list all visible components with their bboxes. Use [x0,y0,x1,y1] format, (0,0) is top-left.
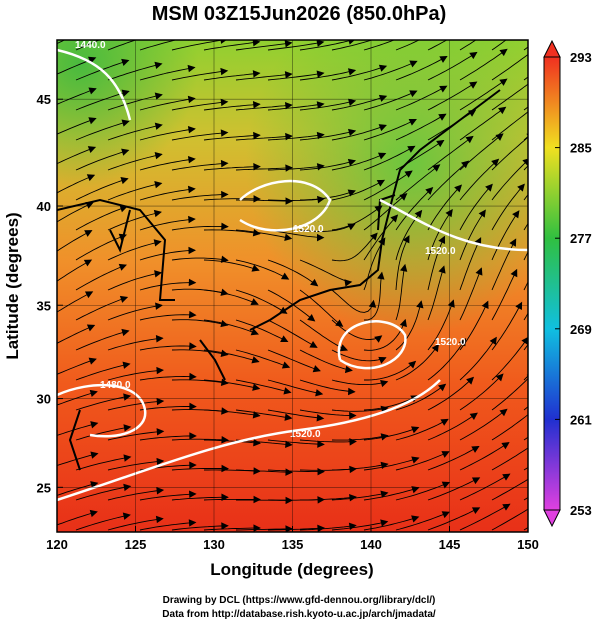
streamline-arrow [594,404,599,412]
streamline-arrow [579,270,587,278]
contour-label: 1480.0 [100,380,131,391]
colorbar: 253 261 269 277 285 293 [544,41,592,526]
contour-label: 1520.0 [425,246,456,257]
contour-label: 1520.0 [290,429,321,440]
streamline-arrow [530,103,538,111]
streamline-arrow [562,74,570,82]
streamline-arrow [588,157,596,165]
streamline-arrow [562,404,570,412]
streamline-arrow [188,33,195,40]
y-tick-label: 30 [37,392,51,407]
streamline-arrow [531,45,539,53]
streamline-arrow [534,499,542,507]
colorbar-tick-label: 293 [570,50,592,65]
colorbar-extend [544,510,560,526]
colorbar-tick-label: 253 [570,503,592,518]
streamline-arrow [530,14,538,22]
streamline-arrow [594,74,599,82]
colorbar-tick-label: 285 [570,141,592,156]
streamline-arrow [531,405,539,413]
streamline-arrow [121,26,129,34]
streamline [556,373,598,410]
contour-label: 1520.0 [293,224,324,235]
x-tick-label: 145 [439,537,461,552]
y-tick-label: 35 [37,298,51,313]
colorbar-tick-label: 269 [570,322,592,337]
streamline-arrow [561,13,569,21]
streamline-arrow [584,184,592,192]
y-axis-label: Latitude (degrees) [3,212,22,359]
y-tick-label: 45 [37,92,51,107]
streamline [556,15,599,50]
colorbar-tick-label: 277 [570,231,592,246]
map-field: 1440.0 1520.0 1520.0 1480.0 1520.0 1520.0 [44,13,599,532]
x-tick-label: 140 [360,537,382,552]
streamline [556,159,594,200]
streamline-arrow [591,370,599,378]
streamline-arrow [533,438,541,446]
streamline-arrow [580,211,588,219]
streamline [556,470,599,500]
contour-label: 1520.0 [435,337,466,348]
streamline-arrow [469,19,477,27]
streamline-arrow [594,44,599,52]
x-tick-label: 125 [125,537,147,552]
colorbar-tick-label: 261 [570,412,592,427]
streamline-arrow [154,29,161,36]
streamline-arrow [410,28,418,36]
x-tick-label: 135 [282,537,304,552]
streamline-arrow [564,436,572,444]
footer-line: Data from http://database.rish.kyoto-u.a… [162,609,436,620]
streamline-arrow [379,32,387,40]
streamline [556,439,599,470]
colorbar-extend [544,41,560,57]
x-axis-label: Longitude (degrees) [210,560,373,579]
streamline [556,338,593,380]
y-tick-label: 40 [37,199,51,214]
title: MSM 03Z15Jun2026 (850.0hPa) [152,3,447,25]
contour-label: 1440.0 [75,40,106,51]
colorbar-body [544,57,560,510]
streamline-arrow [593,13,599,21]
streamline-arrow [587,336,595,344]
y-tick-label: 25 [37,480,51,495]
streamline-arrow [583,303,591,311]
streamline-arrow [531,75,539,83]
streamline [556,105,599,140]
x-tick-label: 150 [517,537,539,552]
streamline-arrow [561,103,569,111]
streamline [556,186,590,230]
streamline [556,77,599,111]
streamline-arrow [593,103,599,111]
streamline-arrow [534,469,542,477]
x-tick-label: 120 [46,537,68,552]
footer-line: Drawing by DCL (https://www.gfd-dennou.o… [163,595,436,606]
x-tick-label: 130 [203,537,225,552]
streamline-arrow [499,16,507,24]
streamline-arrow [565,468,573,476]
streamline-arrow [591,130,599,138]
streamline-arrow [88,23,96,31]
streamline [524,15,568,50]
